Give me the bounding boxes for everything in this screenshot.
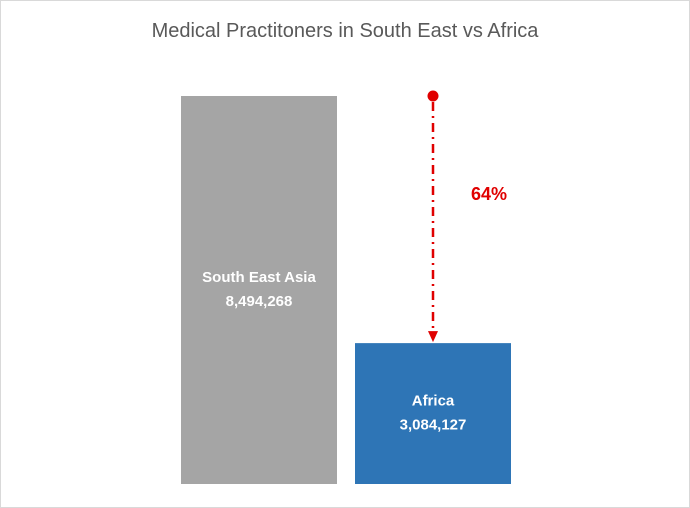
bar-value-label: 3,084,127 (400, 417, 467, 434)
chart-title: Medical Practitoners in South East vs Af… (151, 20, 539, 42)
bar-category-label: South East Asia (202, 269, 316, 286)
bar-category-label: Africa (412, 393, 455, 410)
annotation-percent-label: 64% (471, 184, 507, 204)
bar-africa (355, 343, 511, 484)
bar-value-label: 8,494,268 (226, 293, 293, 310)
annotation-arrowhead (428, 331, 438, 343)
annotation-start-dot (427, 90, 439, 102)
bar-south-east-asia (181, 96, 337, 484)
